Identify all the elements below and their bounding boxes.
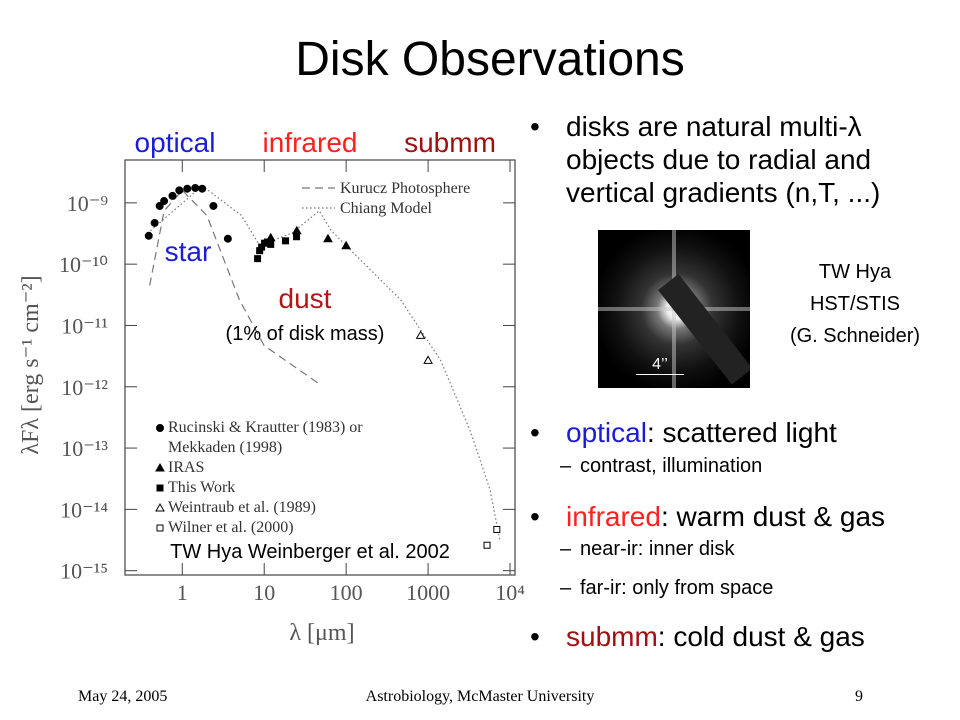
caption: TW Hya: [818, 261, 892, 283]
bullet-text: disks are natural multi-λ objects due to…: [566, 111, 881, 208]
footer-page: 9: [855, 688, 863, 705]
x-tick-label: 10: [253, 580, 275, 605]
footer-venue: Astrobiology, McMaster University: [365, 688, 595, 705]
x-tick-label: 1: [177, 580, 188, 605]
data-point: [254, 255, 262, 263]
x-tick-label: 100: [330, 580, 363, 605]
bullet-text: : warm dust & gas: [660, 501, 886, 532]
bullet-dot: •: [530, 501, 540, 532]
y-tick-label: 10⁻¹²: [61, 375, 108, 400]
bullet: • infrared: warm dust & gas: [530, 500, 886, 533]
y-tick-label: 10⁻¹¹: [61, 313, 108, 338]
model-line: [149, 189, 322, 386]
sub-dash: –: [560, 455, 572, 477]
legend-label: IRAS: [168, 459, 205, 476]
data-point: [323, 233, 333, 243]
bullet: • submm: cold dust & gas: [530, 620, 865, 653]
legend-label: This Work: [168, 479, 236, 496]
sub-text: contrast, illumination: [580, 455, 763, 477]
data-point: [223, 234, 232, 243]
y-tick-label: 10⁻¹³: [61, 436, 108, 461]
y-tick-label: 10⁻⁹: [67, 191, 109, 216]
sub-text: far-ir: only from space: [580, 577, 774, 599]
legend-label: Kurucz Photosphere: [340, 180, 470, 197]
legend-marker: [156, 424, 164, 432]
bullet-keyword: optical: [566, 417, 647, 448]
sub-dash: –: [560, 538, 572, 560]
data-point: [267, 240, 275, 248]
caption: HST/STIS: [809, 293, 900, 315]
legend-marker: [155, 502, 165, 512]
model-line: [150, 185, 501, 540]
data-point: [168, 191, 177, 200]
bullet-dot: •: [530, 111, 540, 142]
bullet-text: : scattered light: [646, 417, 837, 448]
legend-label: Wilner et al. (2000): [168, 519, 294, 536]
x-tick-label: 10⁴: [495, 580, 525, 605]
data-point: [144, 231, 153, 240]
annotation: optical: [135, 127, 216, 158]
caption: (G. Schneider): [789, 325, 921, 347]
legend-marker: [155, 462, 165, 472]
data-point: [483, 541, 491, 549]
data-point: [293, 233, 301, 241]
slide-title: Disk Observations: [295, 33, 685, 86]
sub-dash: –: [560, 577, 572, 599]
data-point: [198, 184, 207, 193]
sub-bullet: – far-ir: only from space: [560, 577, 774, 600]
bullet-text: : cold dust & gas: [657, 621, 865, 652]
sub-bullet: – contrast, illumination: [560, 455, 763, 478]
sub-bullet: – near-ir: inner disk: [560, 538, 735, 561]
y-tick-label: 10⁻¹⁴: [60, 497, 108, 522]
sub-text: near-ir: inner disk: [580, 538, 735, 560]
bullet-dot: •: [530, 417, 540, 448]
legend-marker: [156, 524, 164, 532]
data-point: [493, 525, 501, 533]
data-point: [415, 330, 426, 339]
x-tick-label: 1000: [406, 580, 450, 605]
y-tick-label: 10⁻¹⁰: [59, 252, 108, 277]
legend-label: Chiang Model: [340, 200, 433, 217]
y-axis-label: λFλ [erg s⁻¹ cm⁻²]: [18, 275, 44, 454]
data-point: [191, 183, 200, 192]
scale-label: 4’’: [636, 356, 684, 375]
data-point: [423, 355, 433, 364]
annotation: dust: [279, 283, 332, 314]
bullet-dot: •: [530, 621, 540, 652]
data-point: [209, 201, 218, 210]
data-point: [291, 225, 302, 235]
data-point: [282, 237, 290, 245]
legend-marker: [156, 484, 164, 492]
hst-image: 4’’: [598, 230, 750, 388]
x-axis-label: λ [μm]: [289, 620, 354, 646]
legend-label: Weintraub et al. (1989): [168, 499, 316, 516]
y-tick-label: 10⁻¹⁵: [60, 559, 108, 584]
annotation: (1% of disk mass): [226, 323, 385, 345]
data-point: [150, 218, 159, 227]
data-point: [183, 184, 192, 193]
bullet-keyword: infrared: [566, 501, 661, 532]
annotation: TW Hya Weinberger et al. 2002: [170, 541, 450, 563]
footer-date: May 24, 2005: [78, 688, 168, 705]
annotation: star: [165, 236, 212, 267]
data-point: [341, 240, 352, 250]
bullet-keyword: submm: [566, 621, 658, 652]
annotation: submm: [404, 127, 496, 158]
bullet: • disks are natural multi-λ objects due …: [530, 110, 946, 209]
data-point: [160, 197, 169, 206]
legend-label: Rucinski & Krautter (1983) or Mekkaden (…: [168, 419, 363, 456]
bullet: • optical: scattered light: [530, 416, 837, 449]
plot-frame: [124, 159, 516, 576]
data-point: [155, 201, 164, 210]
annotation: infrared: [263, 127, 358, 158]
data-point: [175, 186, 184, 195]
